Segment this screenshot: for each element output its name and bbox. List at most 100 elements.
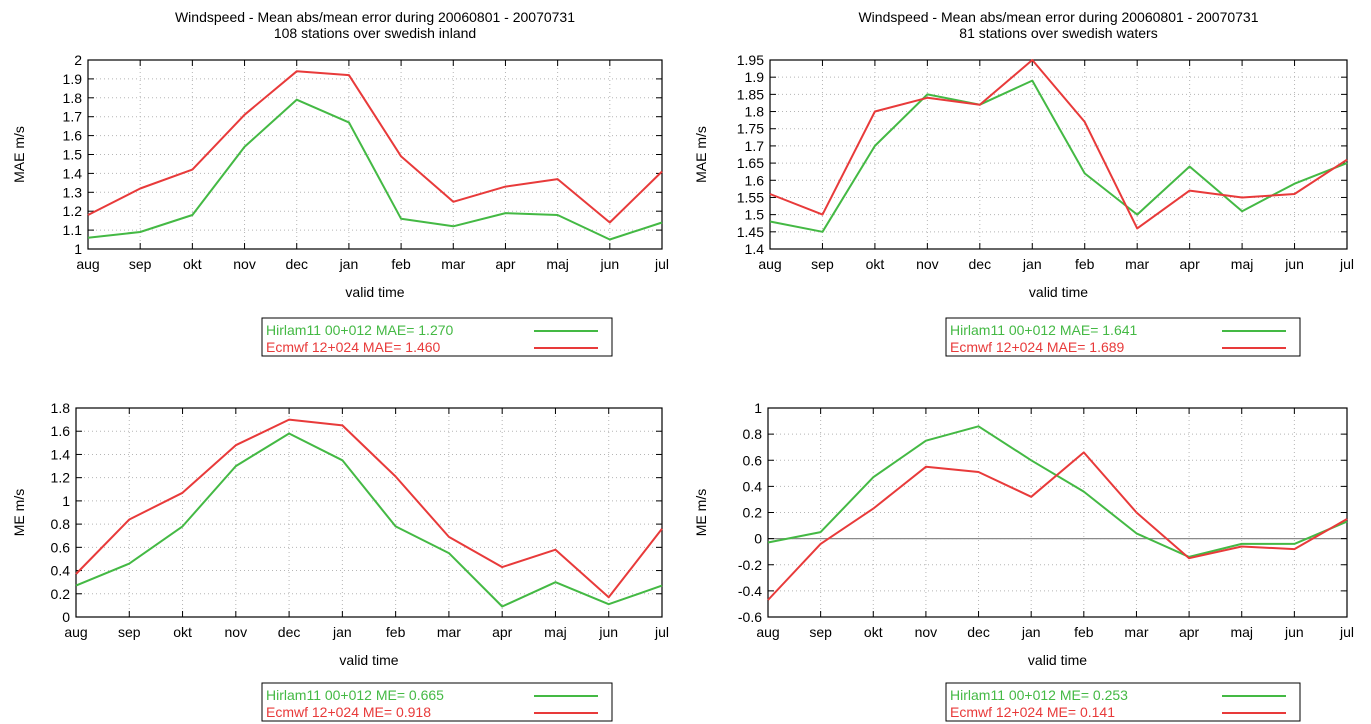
y-tick-label: -0.6 <box>738 609 762 625</box>
series-line-hirlam <box>769 79 1348 233</box>
x-tick-label: dec <box>285 256 308 272</box>
series-line-hirlam <box>767 425 1348 558</box>
chart-1: Windspeed - Mean abs/mean error during 2… <box>11 9 669 357</box>
x-tick-label: aug <box>756 624 779 640</box>
x-tick-label: jan <box>1022 256 1042 272</box>
x-axis-label: valid time <box>345 284 404 300</box>
y-tick-label: 1.6 <box>63 128 83 144</box>
series-line-ecmwf <box>769 59 1348 230</box>
y-tick-label: 1.4 <box>51 446 71 462</box>
x-tick-label: mar <box>437 624 461 640</box>
chart-subtitle: 108 stations over swedish inland <box>274 25 476 41</box>
y-tick-label: 1.7 <box>63 109 83 125</box>
x-tick-label: jul <box>654 256 669 272</box>
series-line-ecmwf <box>767 451 1348 601</box>
x-tick-label: okt <box>173 624 192 640</box>
chart-4: -0.6 -0.4 -0.2 0 0.2 0.4 0.6 0.8 1 aug sep okt nov de… <box>693 400 1354 722</box>
y-axis-label: MAE m/s <box>11 126 27 183</box>
x-tick-label: maj <box>546 256 569 272</box>
x-tick-label: jul <box>1339 624 1354 640</box>
x-tick-label: jul <box>654 624 669 640</box>
y-tick-label: 1.9 <box>63 71 83 87</box>
y-tick-label: 1.6 <box>745 172 765 188</box>
x-tick-label: aug <box>76 256 99 272</box>
x-tick-label: sep <box>118 624 141 640</box>
legend-label: Ecmwf 12+024 MAE= 1.689 <box>950 339 1125 355</box>
chart-title: Windspeed - Mean abs/mean error during 2… <box>858 9 1258 25</box>
x-tick-label: apr <box>495 256 516 272</box>
x-tick-label: aug <box>758 256 781 272</box>
x-tick-label: aug <box>64 624 87 640</box>
series-line-ecmwf <box>87 70 663 224</box>
y-tick-label: 1.6 <box>51 423 71 439</box>
y-tick-label: 2 <box>74 52 82 68</box>
x-tick-label: apr <box>492 624 513 640</box>
y-tick-label: 0.8 <box>743 426 763 442</box>
legend-label: Ecmwf 12+024 ME= 0.141 <box>950 704 1115 720</box>
x-tick-label: jan <box>1021 624 1041 640</box>
y-tick-label: 0.6 <box>51 539 71 555</box>
x-tick-label: feb <box>391 256 411 272</box>
y-axis-label: ME m/s <box>693 489 709 536</box>
x-tick-label: jan <box>339 256 359 272</box>
y-tick-label: 0.2 <box>743 505 763 521</box>
y-tick-label: 1.9 <box>745 69 765 85</box>
x-axis-label: valid time <box>339 652 398 668</box>
x-tick-label: jun <box>1284 624 1304 640</box>
y-tick-label: 1.5 <box>63 147 83 163</box>
legend-label: Hirlam11 00+012 MAE= 1.641 <box>950 322 1138 338</box>
x-tick-label: jun <box>1284 256 1304 272</box>
y-tick-label: -0.4 <box>738 583 762 599</box>
y-tick-label: 1 <box>74 241 82 257</box>
series-line-hirlam <box>75 432 663 608</box>
x-tick-label: mar <box>1125 256 1149 272</box>
y-tick-label: 0.4 <box>743 478 763 494</box>
y-tick-label: 0.4 <box>51 563 71 579</box>
x-axis-label: valid time <box>1029 284 1088 300</box>
x-tick-label: nov <box>915 624 938 640</box>
y-tick-label: 1.8 <box>63 90 83 106</box>
x-tick-label: okt <box>866 256 885 272</box>
chart-3: 0 0.2 0.4 0.6 0.8 1 1.2 1.4 1.6 1.8 aug sep okt nov de… <box>11 400 669 722</box>
y-tick-label: 1.8 <box>51 400 71 416</box>
legend-box <box>945 682 1301 722</box>
x-tick-label: jun <box>599 256 619 272</box>
legend-label: Ecmwf 12+024 MAE= 1.460 <box>266 339 441 355</box>
x-tick-label: mar <box>441 256 465 272</box>
plot-frame <box>769 59 1348 250</box>
y-tick-label: 1.7 <box>745 138 765 154</box>
y-tick-label: 1.95 <box>737 52 764 68</box>
plot-frame <box>75 407 663 618</box>
x-tick-label: feb <box>1074 624 1094 640</box>
y-tick-label: 1 <box>62 493 70 509</box>
x-tick-label: jul <box>1339 256 1354 272</box>
y-axis-label: ME m/s <box>11 489 27 536</box>
x-tick-label: jan <box>332 624 352 640</box>
x-tick-label: maj <box>1231 256 1254 272</box>
y-tick-label: 1.65 <box>737 155 764 171</box>
x-tick-label: okt <box>183 256 202 272</box>
legend-label: Hirlam11 00+012 ME= 0.253 <box>950 687 1128 703</box>
x-tick-label: okt <box>864 624 883 640</box>
y-tick-label: 1.8 <box>745 104 765 120</box>
x-tick-label: sep <box>811 256 834 272</box>
x-tick-label: feb <box>1075 256 1095 272</box>
y-tick-label: 0.2 <box>51 586 71 602</box>
y-tick-label: 1.2 <box>51 470 71 486</box>
legend-label: Hirlam11 00+012 MAE= 1.270 <box>266 322 454 338</box>
legend-box <box>261 682 613 722</box>
y-tick-label: 1.85 <box>737 86 764 102</box>
chart-2: Windspeed - Mean abs/mean error during 2… <box>693 9 1354 357</box>
y-tick-label: 0 <box>62 609 70 625</box>
x-axis-label: valid time <box>1028 652 1087 668</box>
legend-label: Ecmwf 12+024 ME= 0.918 <box>266 704 431 720</box>
y-tick-label: 1.3 <box>63 184 83 200</box>
x-tick-label: sep <box>809 624 832 640</box>
x-tick-label: nov <box>233 256 256 272</box>
series-line-hirlam <box>87 98 663 241</box>
x-tick-label: sep <box>129 256 152 272</box>
